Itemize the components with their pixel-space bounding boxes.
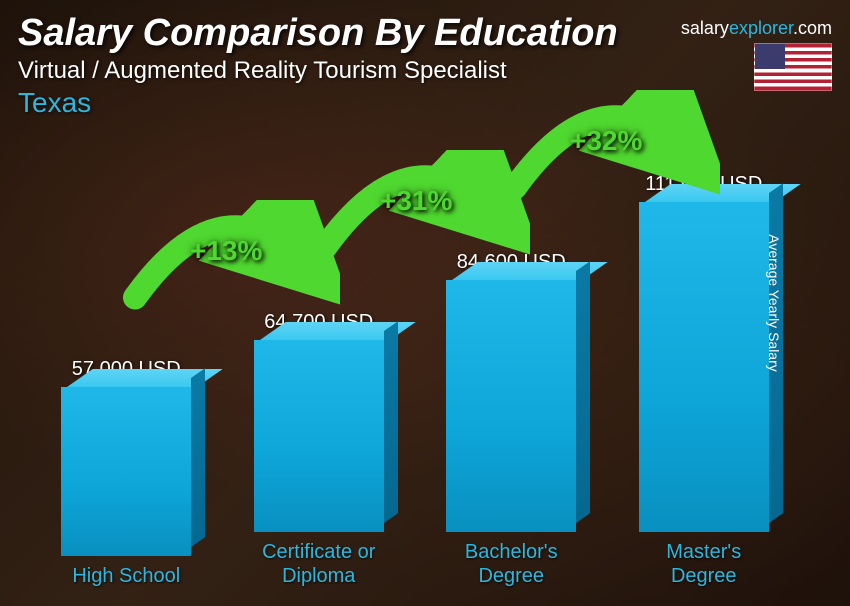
- brand-prefix: salary: [681, 18, 729, 38]
- increase-pct-label: +31%: [380, 185, 452, 217]
- increase-arrow: +13%: [120, 200, 340, 330]
- bar-3d: [61, 387, 191, 556]
- bar-category-label: Bachelor'sDegree: [465, 540, 558, 588]
- bar-front-face: [446, 280, 576, 532]
- bar-front-face: [639, 202, 769, 532]
- bar-side-face: [384, 321, 398, 523]
- bar-category-label: Master'sDegree: [666, 540, 741, 588]
- brand-accent: explorer: [729, 18, 793, 38]
- bar-3d: [639, 202, 769, 532]
- bar-category-label: High School: [72, 564, 180, 588]
- brand-text: salaryexplorer.com: [681, 18, 832, 39]
- y-axis-label: Average Yearly Salary: [765, 234, 781, 372]
- bar-category-label: Certificate orDiploma: [262, 540, 375, 588]
- bar-side-face: [576, 261, 590, 523]
- bar-group: 84,600 USD Bachelor'sDegree: [421, 251, 601, 588]
- us-flag-icon: [754, 43, 832, 91]
- increase-pct-label: +13%: [190, 235, 262, 267]
- bar-side-face: [191, 368, 205, 547]
- bar-3d: [446, 280, 576, 532]
- branding-block: salaryexplorer.com: [681, 18, 832, 91]
- bar-group: 57,000 USD High School: [36, 358, 216, 588]
- increase-arrow: +31%: [310, 150, 530, 280]
- bar-front-face: [61, 387, 191, 556]
- bar-group: 64,700 USD Certificate orDiploma: [229, 311, 409, 588]
- bar-front-face: [254, 340, 384, 532]
- bar-3d: [254, 340, 384, 532]
- brand-suffix: .com: [793, 18, 832, 38]
- chart-location: Texas: [18, 87, 832, 119]
- increase-pct-label: +32%: [570, 125, 642, 157]
